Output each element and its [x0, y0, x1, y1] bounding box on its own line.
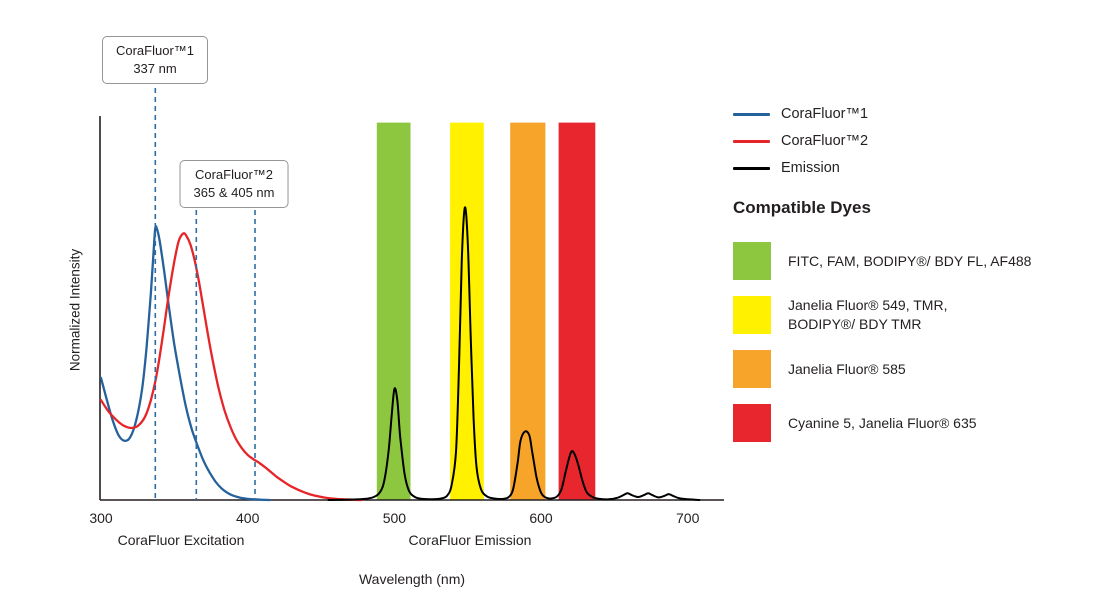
callout-title: CoraFluor™2 — [194, 167, 274, 182]
legend-item-corafluor2: CoraFluor™2 — [733, 133, 868, 149]
legend-item-corafluor1: CoraFluor™1 — [733, 106, 868, 122]
filter-band-orange — [510, 122, 546, 500]
dye-item-orange: Janelia Fluor® 585 — [733, 350, 1105, 388]
legend-line-sample-corafluor1 — [733, 112, 770, 116]
x-tick-label-400: 400 — [236, 510, 260, 526]
callout-value: 337 nm — [133, 61, 177, 77]
callout-corafluor2-365-405nm: CoraFluor™2 365 & 405 nm — [179, 160, 289, 209]
dye-item-green: FITC, FAM, BODIPY®/ BDY FL, AF488 — [733, 242, 1105, 280]
dye-item-red: Cyanine 5, Janelia Fluor® 635 — [733, 404, 1105, 442]
x-axis-region-label-excitation: CoraFluor Excitation — [117, 532, 245, 548]
filter-band-yellow — [450, 122, 484, 500]
dye-label: Cyanine 5, Janelia Fluor® 635 — [788, 414, 977, 431]
dye-swatch-red — [733, 404, 771, 442]
legend-line-sample-emission — [733, 166, 770, 170]
series-corafluor2-excitation — [99, 232, 364, 502]
dye-swatch-green — [733, 242, 771, 280]
dye-swatch-yellow — [733, 296, 771, 334]
x-tick-label-300: 300 — [89, 510, 113, 526]
series-emission — [327, 206, 701, 501]
filter-band-green — [376, 122, 411, 500]
series-corafluor1-excitation — [99, 224, 271, 502]
filter-band-red — [558, 122, 596, 500]
x-axis-label: Wavelength (nm) — [358, 571, 466, 587]
legend-line-sample-corafluor2 — [733, 139, 770, 143]
dye-label: FITC, FAM, BODIPY®/ BDY FL, AF488 — [788, 252, 1032, 269]
x-axis-region-label-emission: CoraFluor Emission — [408, 532, 532, 548]
callout-value: 365 & 405 nm — [193, 185, 275, 201]
dye-label: Janelia Fluor® 549, TMR, BODIPY®/ BDY TM… — [788, 297, 948, 332]
x-tick-label-600: 600 — [529, 510, 553, 526]
y-axis-label: Normalized Intensity — [67, 248, 83, 372]
x-tick-label-700: 700 — [676, 510, 700, 526]
compatible-dyes-panel: Compatible Dyes FITC, FAM, BODIPY®/ BDY … — [733, 198, 1105, 458]
legend-label: CoraFluor™1 — [781, 106, 869, 122]
legend-label: Emission — [781, 160, 840, 176]
dye-swatch-orange — [733, 350, 771, 388]
legend: CoraFluor™1 CoraFluor™2 Emission — [733, 106, 868, 176]
dye-item-yellow: Janelia Fluor® 549, TMR, BODIPY®/ BDY TM… — [733, 296, 1105, 334]
x-tick-label-500: 500 — [383, 510, 407, 526]
dye-label: Janelia Fluor® 585 — [788, 360, 906, 377]
callout-title: CoraFluor™1 — [115, 43, 195, 58]
legend-item-emission: Emission — [733, 160, 868, 176]
compatible-dyes-title: Compatible Dyes — [733, 198, 871, 217]
callout-corafluor1-337nm: CoraFluor™1 337 nm — [101, 36, 209, 85]
legend-label: CoraFluor™2 — [781, 133, 869, 149]
